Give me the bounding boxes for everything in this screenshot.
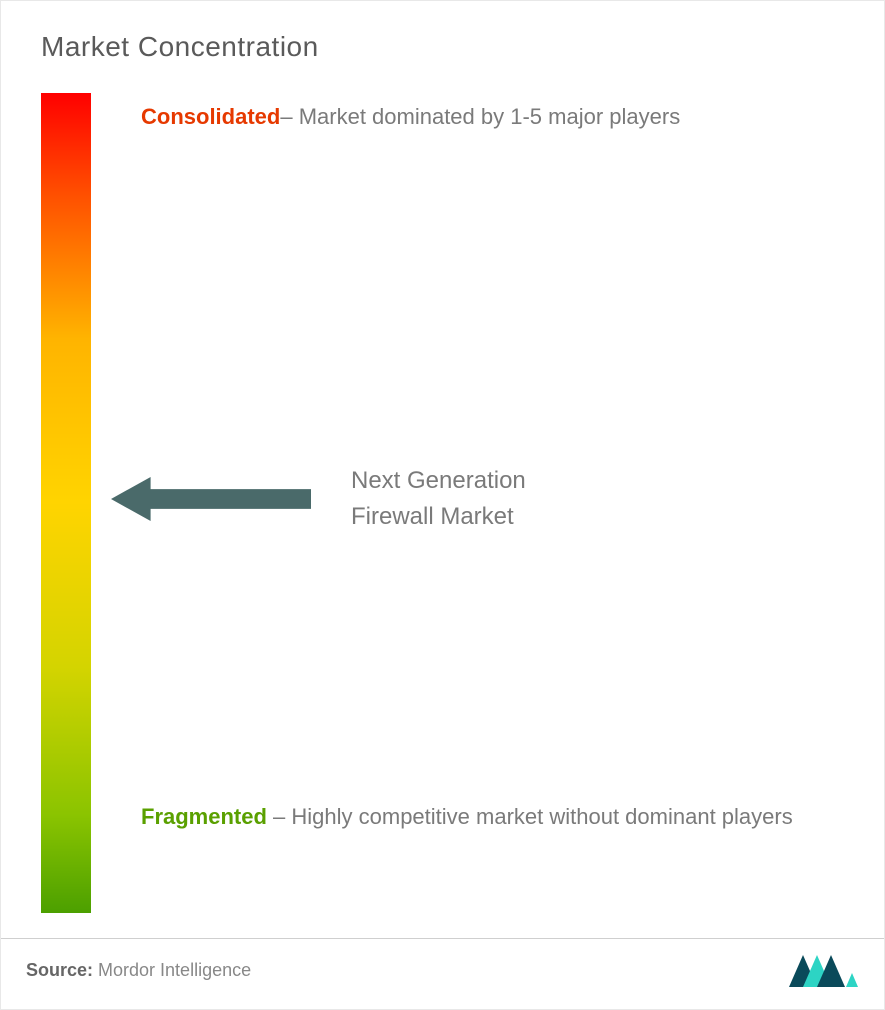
fragmented-label: Fragmented — [141, 804, 267, 829]
consolidated-text: – Market dominated by 1-5 major players — [280, 104, 680, 129]
chart-title: Market Concentration — [41, 31, 844, 63]
source-value: Mordor Intelligence — [93, 960, 251, 980]
concentration-gradient-bar — [41, 93, 91, 913]
market-name-label: Next Generation Firewall Market — [351, 463, 526, 535]
fragmented-description: Fragmented – Highly competitive market w… — [141, 793, 824, 841]
source-label: Source: — [26, 960, 93, 980]
fragmented-text: – Highly competitive market without domi… — [267, 804, 793, 829]
infographic-container: Market Concentration Consolidated– Marke… — [0, 0, 885, 1010]
source-attribution: Source: Mordor Intelligence — [26, 960, 251, 981]
consolidated-label: Consolidated — [141, 104, 280, 129]
chart-area: Consolidated– Market dominated by 1-5 ma… — [41, 93, 844, 933]
mordor-logo-icon — [789, 951, 859, 989]
arrow-left-icon — [111, 477, 311, 521]
consolidated-description: Consolidated– Market dominated by 1-5 ma… — [141, 93, 824, 141]
market-position-arrow-group: Next Generation Firewall Market — [111, 463, 526, 535]
footer: Source: Mordor Intelligence — [1, 938, 884, 989]
